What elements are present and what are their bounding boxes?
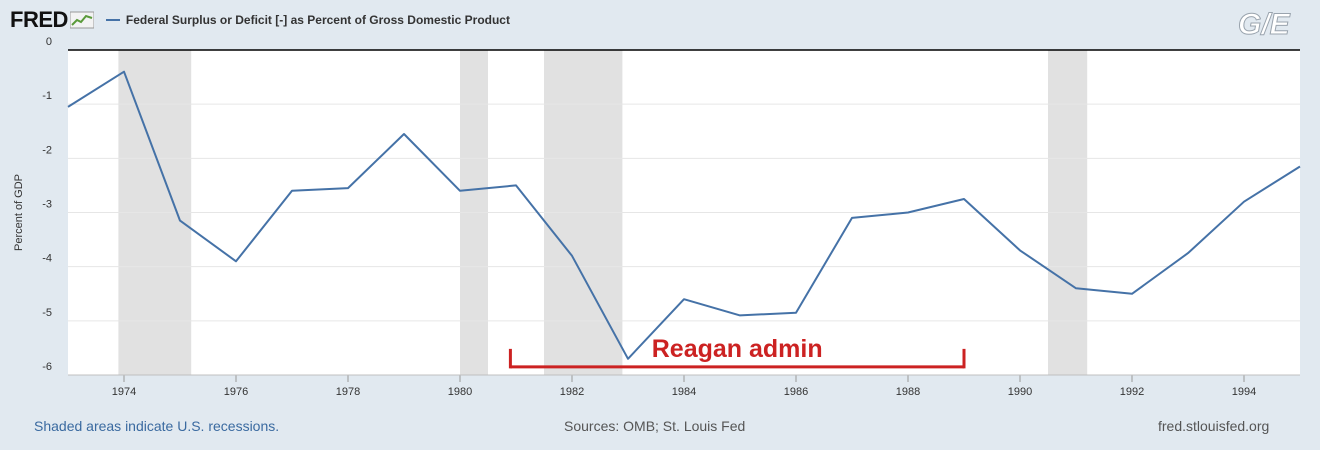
x-tick-label: 1982 — [560, 386, 584, 398]
y-axis-label: Percent of GDP — [13, 174, 25, 251]
data-point[interactable] — [1186, 251, 1190, 255]
data-point[interactable] — [402, 132, 406, 136]
y-tick-label: -3 — [42, 199, 52, 211]
y-tick-label: -6 — [42, 361, 52, 373]
y-tick-label: -5 — [42, 307, 52, 319]
axis-layer: 0 -1 -2 -3 -4 -5 -6 1974 1976 1978 1980 1982 1984 198… — [13, 36, 1300, 398]
x-tick-label: 1978 — [336, 386, 360, 398]
data-point[interactable] — [458, 189, 462, 193]
data-point[interactable] — [794, 311, 798, 315]
data-point[interactable] — [1298, 164, 1302, 168]
data-point[interactable] — [1018, 248, 1022, 252]
x-tick-label: 1990 — [1008, 386, 1032, 398]
x-tick-label: 1986 — [784, 386, 808, 398]
site-link[interactable]: fred.stlouisfed.org — [1158, 418, 1270, 434]
data-point[interactable] — [682, 297, 686, 301]
legend: Federal Surplus or Deficit [-] as Percen… — [105, 13, 510, 27]
sources-text: Sources: OMB; St. Louis Fed — [564, 418, 746, 434]
legend-label: Federal Surplus or Deficit [-] as Percen… — [125, 13, 510, 27]
x-tick-label: 1992 — [1120, 386, 1144, 398]
annotation-label: Reagan admin — [652, 335, 823, 363]
data-point[interactable] — [962, 197, 966, 201]
recession-note: Shaded areas indicate U.S. recessions. — [34, 418, 280, 434]
fred-logo[interactable]: FRED — [10, 7, 68, 32]
brand-mark-logo: G/E — [1238, 8, 1292, 41]
data-point[interactable] — [290, 189, 294, 193]
x-tick-label: 1974 — [112, 386, 136, 398]
data-point[interactable] — [178, 219, 182, 223]
y-tick-label: -2 — [42, 144, 52, 156]
x-tick-label: 1988 — [896, 386, 920, 398]
data-point[interactable] — [1130, 292, 1134, 296]
data-point[interactable] — [738, 313, 742, 317]
y-tick-label: 0 — [46, 36, 52, 48]
y-tick-label: -1 — [42, 90, 52, 102]
data-point[interactable] — [514, 183, 518, 187]
data-point[interactable] — [906, 211, 910, 215]
x-tick-label: 1984 — [672, 386, 696, 398]
data-point[interactable] — [346, 186, 350, 190]
legend-swatch — [105, 19, 120, 21]
grid-layer — [68, 49, 1300, 376]
x-tick-label: 1980 — [448, 386, 472, 398]
annotation-layer: Reagan admin — [508, 335, 966, 369]
data-point[interactable] — [1074, 286, 1078, 290]
series-layer — [66, 70, 1302, 361]
fred-logo-chart-icon — [69, 11, 94, 29]
header: FRED Federal Surplus or Deficit [-] as P… — [10, 6, 510, 34]
data-point[interactable] — [570, 254, 574, 258]
data-point[interactable] — [850, 216, 854, 220]
data-point[interactable] — [1242, 200, 1246, 204]
data-point[interactable] — [626, 357, 630, 361]
x-tick-label: 1994 — [1232, 386, 1256, 398]
chart: 0 -1 -2 -3 -4 -5 -6 1974 1976 1978 1980 1982 1984 198… — [13, 36, 1302, 398]
data-point[interactable] — [234, 259, 238, 263]
data-point[interactable] — [122, 70, 126, 74]
x-tick-label: 1976 — [224, 386, 248, 398]
brand-mark-text: G/E — [1238, 8, 1291, 40]
data-point[interactable] — [66, 105, 70, 109]
y-tick-label: -4 — [42, 253, 52, 265]
series-line[interactable] — [67, 70, 1301, 360]
